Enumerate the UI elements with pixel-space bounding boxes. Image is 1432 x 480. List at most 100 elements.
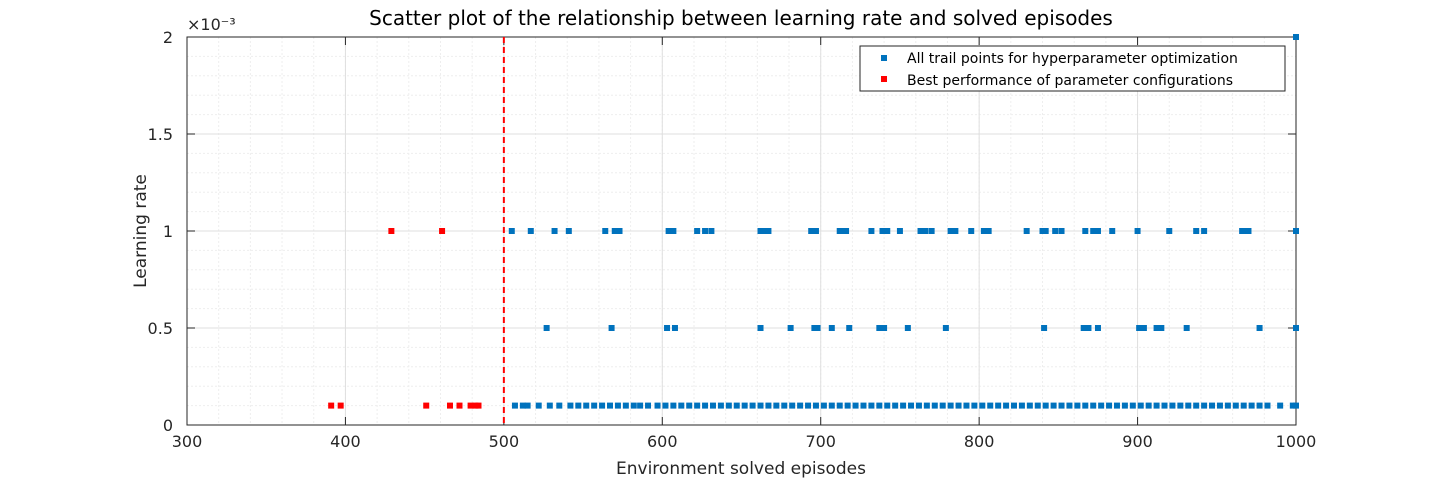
trial-point [968,228,975,234]
trial-point [811,325,818,331]
trial-point [556,402,563,409]
trial-point [1042,228,1049,234]
trial-point [1256,325,1263,331]
legend-box [859,45,1286,92]
trial-point [665,228,672,234]
trial-point [789,402,796,409]
trial-point [670,402,677,409]
trial-point [868,402,875,409]
trial-point [654,402,661,409]
trial-point [1052,228,1059,234]
trial-point [645,402,652,409]
trial-point [836,228,843,234]
trial-point [1289,402,1296,409]
trial-point [1082,228,1089,234]
best-point [472,402,479,409]
trial-point [765,402,772,409]
trial-point [904,325,911,331]
y-tick-label: 1.5 [148,125,173,144]
trial-point [511,402,518,409]
trial-point [575,402,582,409]
trial-point [896,228,903,234]
trial-point [1094,228,1101,234]
x-tick-label: 400 [330,432,361,451]
trial-point [694,228,701,234]
trial-point [708,228,715,234]
trial-point [686,402,693,409]
trial-point [678,402,685,409]
trial-point [1245,228,1252,234]
trial-point [980,228,987,234]
trial-point [1082,402,1089,409]
x-tick-label: 500 [489,432,520,451]
trial-point [725,402,732,409]
trial-point [602,228,609,234]
trial-point [1090,228,1097,234]
trial-point [608,325,615,331]
trial-point [1129,402,1136,409]
trial-point [1161,402,1168,409]
trial-point [952,228,959,234]
legend-marker-best [881,76,887,82]
trial-point [508,228,515,234]
data-points [328,34,1299,409]
y-tick-label: 0 [163,416,173,435]
trial-point [694,402,701,409]
trial-point [524,402,531,409]
trial-point [535,402,542,409]
trial-point [1293,228,1299,234]
trial-point [879,228,886,234]
y-tick-label: 0.5 [148,319,173,338]
trial-point [583,402,590,409]
trial-point [1145,402,1152,409]
trial-point [565,228,572,234]
trial-point [979,402,986,409]
trial-point [1034,402,1041,409]
trial-point [947,402,954,409]
trial-point [1058,402,1065,409]
trial-point [749,402,756,409]
axis-ticks: 300 400 500 600 700 800 900 1000 0 0.5 1 1.5 2 [148,28,1317,451]
trial-point [760,228,767,234]
x-axis-label: Environment solved episodes [616,459,866,479]
trial-point [947,228,954,234]
trial-point [923,402,930,409]
trial-point [599,402,606,409]
trial-point [1109,228,1116,234]
trial-point [1169,402,1176,409]
trial-point [820,402,827,409]
trial-point [1209,402,1216,409]
best-point [446,402,453,409]
trial-point [741,402,748,409]
trial-point [1039,228,1046,234]
trial-point [1041,325,1048,331]
trial-point [915,402,922,409]
y-tick-label: 2 [163,28,173,47]
trial-point [1106,402,1113,409]
trial-point [908,402,915,409]
trial-point [922,228,929,234]
trial-point [787,325,794,331]
trial-point [765,228,772,234]
trial-point [805,402,812,409]
trial-point [900,402,907,409]
trial-point [839,228,846,234]
trial-point [630,402,637,409]
trial-point [985,228,992,234]
best-point [328,402,335,409]
trial-point [963,402,970,409]
trial-point [1201,228,1208,234]
x-tick-label: 700 [805,432,836,451]
trial-point [757,325,764,331]
trial-point [1248,402,1255,409]
trial-point [1239,228,1246,234]
trial-point [1026,402,1033,409]
trial-point [1293,325,1299,331]
trial-point [1137,402,1144,409]
trial-point [662,402,669,409]
best-point [439,228,446,234]
trial-point [1003,402,1010,409]
trial-point [519,402,526,409]
trial-point [971,402,978,409]
trial-point [836,402,843,409]
